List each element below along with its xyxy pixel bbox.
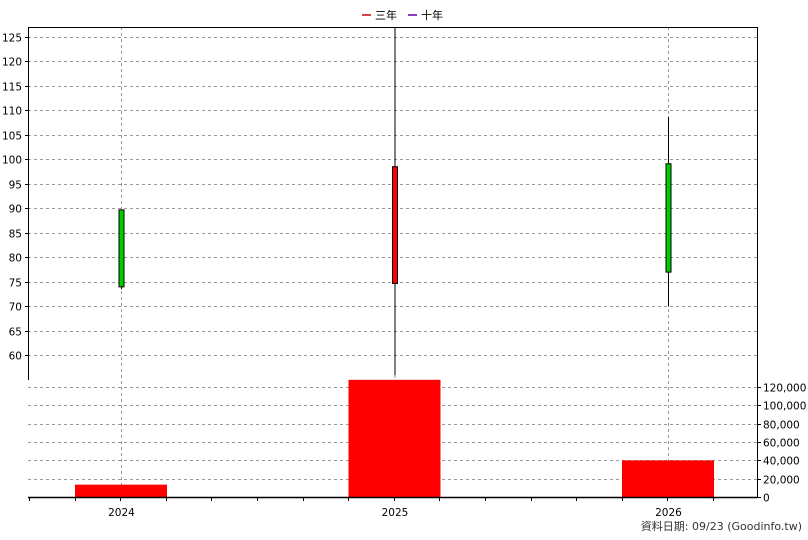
plot-frame — [28, 27, 758, 499]
price-tick-label: 90 — [9, 204, 22, 216]
volume-tick-label: 80,000 — [763, 420, 800, 432]
legend: 三年 十年 — [362, 8, 443, 22]
candle-body-2024 — [118, 209, 125, 288]
price-tick-label: 65 — [9, 327, 22, 339]
price-tick-label: 70 — [9, 302, 22, 314]
volume-tick-label: 0 — [763, 493, 770, 505]
price-tick-label: 105 — [2, 131, 22, 143]
price-tick-label: 100 — [2, 155, 22, 167]
price-tick-label: 60 — [9, 351, 22, 363]
price-tick-label: 120 — [2, 57, 22, 69]
volume-bar-2025 — [348, 379, 441, 497]
volume-bar-2026 — [622, 460, 714, 497]
price-candles — [118, 27, 672, 376]
volume-bar-2024 — [75, 484, 167, 497]
price-tick-label: 85 — [9, 229, 22, 241]
price-tick-label: 95 — [9, 180, 22, 192]
candle-body-2025 — [392, 166, 398, 284]
price-tick-label: 75 — [9, 278, 22, 290]
candle-body-2026 — [665, 163, 672, 273]
axis-ticks: 60 65 70 75 80 85 90 95 100 105 110 115 120 125 0 20,00… — [2, 33, 806, 520]
price-tick-label: 115 — [2, 82, 22, 94]
price-tick-label: 110 — [2, 106, 22, 118]
volume-tick-label: 20,000 — [763, 475, 800, 487]
legend-label-3yr: 三年 — [375, 8, 397, 22]
x-tick-label: 2025 — [382, 507, 409, 519]
volume-tick-label: 120,000 — [763, 383, 806, 395]
price-tick-label: 125 — [2, 33, 22, 45]
volume-tick-label: 100,000 — [763, 401, 806, 413]
x-tick-label: 2026 — [655, 507, 682, 519]
legend-label-10yr: 十年 — [421, 8, 443, 22]
volume-tick-label: 60,000 — [763, 438, 800, 450]
volume-bars — [75, 379, 714, 497]
volume-tick-label: 40,000 — [763, 456, 800, 468]
price-tick-label: 80 — [9, 253, 22, 265]
x-tick-label: 2024 — [108, 507, 135, 519]
data-date-footer: 資料日期: 09/23 (Goodinfo.tw) — [640, 520, 802, 533]
